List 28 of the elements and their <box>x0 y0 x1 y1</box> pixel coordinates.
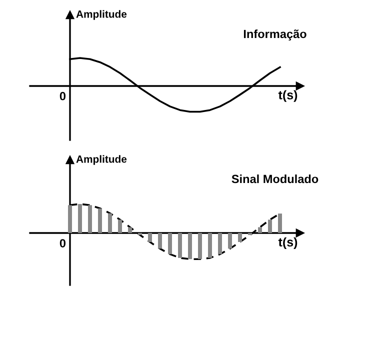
bar <box>168 233 172 254</box>
bar <box>98 208 102 233</box>
bar <box>118 220 122 233</box>
bar <box>268 220 272 233</box>
annotation: 0 <box>60 239 66 248</box>
chart-title: Sinal Modulado <box>232 174 318 184</box>
annotation: 0 <box>60 92 66 100</box>
bar <box>88 205 92 233</box>
bar <box>108 213 112 233</box>
bar <box>258 227 262 233</box>
bar <box>218 233 222 254</box>
y-axis-title: Amplitude <box>76 155 127 165</box>
x-axis-title: t(s) <box>278 237 298 249</box>
bar <box>238 233 242 242</box>
bar <box>188 233 192 260</box>
bar <box>278 214 282 233</box>
bar <box>208 233 212 258</box>
bar <box>158 233 162 249</box>
bar <box>128 227 132 233</box>
bar <box>198 233 202 260</box>
bar <box>178 233 182 258</box>
bar <box>78 204 82 233</box>
bar <box>228 233 232 249</box>
x-axis-title: t(s) <box>278 90 298 102</box>
y-axis-title: Amplitude <box>76 10 127 20</box>
chart-title: Informação <box>244 30 306 40</box>
bar <box>68 205 72 233</box>
bar <box>148 233 152 242</box>
